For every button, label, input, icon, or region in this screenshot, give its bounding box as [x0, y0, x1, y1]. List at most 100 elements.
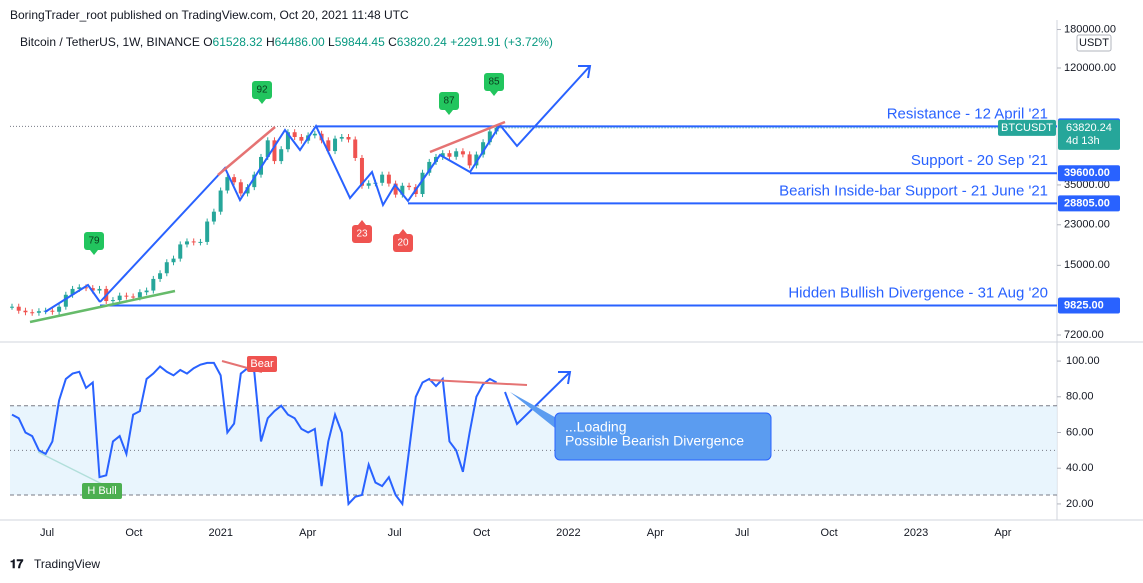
candle [84, 287, 89, 289]
candle [184, 241, 189, 245]
candle [144, 290, 149, 293]
footer: TradingView [34, 557, 100, 571]
y-tick-label: 20.00 [1066, 498, 1094, 510]
candle [191, 241, 196, 243]
legend: Bitcoin / TetherUS, 1W, BINANCE O61528.3… [20, 35, 553, 49]
candle [265, 140, 270, 157]
y-tick-label: 120000.00 [1064, 62, 1116, 74]
candle [454, 151, 459, 157]
trend-line [99, 65, 591, 303]
candle [137, 292, 142, 298]
candle [272, 140, 277, 162]
candle [63, 294, 68, 307]
candle [16, 306, 21, 311]
candle [299, 136, 304, 141]
trend-line [44, 283, 101, 313]
arrow-head [558, 371, 572, 385]
candle [427, 161, 432, 173]
symbol-tag-text: BTCUSDT [1001, 122, 1053, 134]
candle [36, 311, 41, 313]
candle [124, 295, 129, 297]
divergence-line [37, 451, 103, 485]
x-tick-label: Apr [299, 527, 316, 539]
candle [252, 174, 257, 188]
signal-value: 87 [443, 96, 455, 107]
candle [70, 288, 75, 295]
drawings: Jul Oct 2021 Apr Jul Oct 2022 Apr Jul Oct 2023 Apr1… [10, 23, 1120, 539]
signal-flag [439, 92, 459, 110]
candle [225, 177, 230, 191]
candle [407, 185, 412, 188]
level-label: Resistance - 12 April '21 [887, 105, 1048, 122]
candle [110, 300, 115, 302]
change: +2291.91 (+3.72%) [450, 35, 553, 49]
signal-flag [84, 232, 104, 250]
bear-text: Bear [250, 358, 274, 370]
arrow-head [578, 65, 592, 79]
publisher: BoringTrader_root published on TradingVi… [10, 8, 409, 22]
candle [30, 312, 35, 314]
level-label: Support - 20 Sep '21 [911, 152, 1048, 169]
level-label: Hidden Bullish Divergence - 31 Aug '20 [788, 284, 1048, 301]
y-tick-label: 15000.00 [1064, 259, 1110, 271]
y-tick-label: 180000.00 [1064, 23, 1116, 35]
ohlc-key: O [203, 35, 213, 49]
price-tag [1058, 165, 1120, 182]
x-tick-label: Apr [994, 527, 1011, 539]
signal-flag [393, 234, 413, 252]
currency: USDT [1079, 37, 1109, 49]
candle [238, 182, 243, 194]
candle [326, 140, 331, 152]
candle [164, 262, 169, 274]
candle [211, 211, 216, 222]
ohlc-value: 59844.45 [334, 35, 385, 49]
x-tick-label: Jul [735, 527, 749, 539]
candle [440, 153, 445, 157]
signal-flag [484, 73, 504, 91]
callout-text: ...Loading [565, 419, 627, 435]
candle [487, 131, 492, 143]
symbol: Bitcoin / TetherUS, 1W, BINANCE [20, 35, 200, 49]
callout [554, 412, 772, 461]
candle [117, 295, 122, 301]
price-tag [1058, 195, 1120, 212]
y-tick-label: 23000.00 [1064, 219, 1110, 231]
divergence-line [217, 126, 276, 176]
signal-pointer [399, 229, 407, 234]
ohlc-key: C [388, 35, 397, 49]
y-tick-label: 100.00 [1066, 355, 1100, 367]
candle [474, 154, 479, 166]
ohlc-value: 61528.32 [212, 35, 263, 49]
candle [312, 133, 317, 136]
candle [57, 306, 62, 312]
signal-value: 23 [356, 229, 368, 240]
currency-box [1076, 34, 1112, 52]
footer-logo: 𝟏𝟕 [10, 557, 24, 571]
x-tick-label: Jul [40, 527, 54, 539]
candle [460, 151, 465, 155]
rsi-band [10, 405, 1057, 495]
signal-value: 20 [397, 238, 409, 249]
signal-pointer [358, 220, 366, 225]
ohlc: O61528.32 H64486.00 L59844.45 C63820.24 [203, 35, 450, 49]
price-tag-text: 28805.00 [1064, 197, 1110, 209]
trend-line [504, 371, 571, 426]
candle [198, 241, 203, 243]
y-tick-label: 7200.00 [1064, 329, 1104, 341]
x-tick-label: 2022 [556, 527, 580, 539]
signal-value: 79 [88, 236, 100, 247]
signal-flag [352, 225, 372, 243]
ohlc-key: L [328, 35, 335, 49]
price-tag [1058, 297, 1120, 314]
candle [339, 136, 344, 139]
candle [178, 244, 183, 259]
candle [333, 138, 338, 152]
candle [90, 288, 95, 291]
symbol-tag [998, 119, 1056, 136]
candle [447, 153, 452, 157]
candle [420, 172, 425, 195]
price-tag-text: 39600.00 [1064, 167, 1110, 179]
candle [467, 154, 472, 166]
candle [171, 258, 176, 263]
candle [158, 273, 163, 279]
